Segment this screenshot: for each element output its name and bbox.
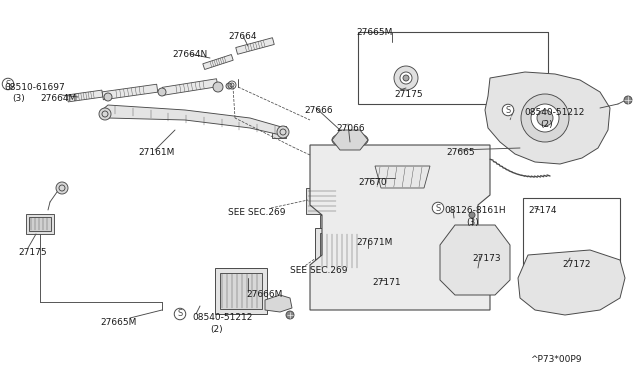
Text: 27665M: 27665M	[100, 318, 136, 327]
Bar	[320, 155, 375, 205]
Text: 27665M: 27665M	[356, 28, 392, 37]
Polygon shape	[332, 130, 368, 150]
Circle shape	[403, 75, 409, 81]
Text: SEE SEC.269: SEE SEC.269	[228, 208, 285, 217]
Polygon shape	[67, 90, 103, 102]
Circle shape	[158, 88, 166, 96]
Polygon shape	[375, 166, 430, 188]
Bar	[272, 126, 286, 138]
Circle shape	[342, 132, 358, 148]
Circle shape	[56, 182, 68, 194]
Polygon shape	[203, 55, 233, 70]
Text: 08540-51212: 08540-51212	[524, 108, 584, 117]
Ellipse shape	[537, 260, 607, 304]
Circle shape	[469, 212, 475, 218]
Text: S: S	[506, 106, 511, 115]
Circle shape	[394, 66, 418, 90]
Bar	[315, 228, 367, 274]
Text: 08510-61697: 08510-61697	[4, 83, 65, 92]
Bar	[523, 198, 620, 272]
Text: 27666M: 27666M	[246, 290, 282, 299]
Polygon shape	[162, 79, 218, 95]
Text: 27664N: 27664N	[172, 50, 207, 59]
Circle shape	[226, 83, 232, 89]
Bar	[375, 272, 420, 294]
Text: 27161M: 27161M	[138, 148, 174, 157]
Polygon shape	[440, 225, 510, 295]
Circle shape	[537, 110, 553, 126]
Circle shape	[531, 104, 559, 132]
Text: 27671M: 27671M	[356, 238, 392, 247]
Text: S: S	[5, 80, 11, 89]
Bar	[380, 215, 440, 260]
Circle shape	[277, 126, 289, 138]
Polygon shape	[236, 38, 275, 54]
Circle shape	[286, 311, 294, 319]
Text: (3): (3)	[466, 218, 479, 227]
Text: 27664: 27664	[228, 32, 257, 41]
Text: S: S	[177, 310, 182, 318]
Polygon shape	[310, 145, 490, 310]
Bar	[458, 232, 500, 287]
Bar	[370, 268, 425, 298]
Bar	[358, 32, 548, 104]
Bar	[385, 155, 440, 205]
Bar	[320, 268, 385, 298]
Bar	[306, 188, 338, 214]
Circle shape	[400, 72, 412, 84]
Ellipse shape	[332, 132, 368, 148]
Text: 27175: 27175	[394, 90, 422, 99]
Text: (3): (3)	[12, 94, 25, 103]
Text: ^P73*00P9: ^P73*00P9	[530, 355, 582, 364]
Text: 27173: 27173	[472, 254, 500, 263]
Polygon shape	[518, 250, 625, 315]
Text: (2): (2)	[540, 120, 552, 129]
Bar	[320, 215, 370, 260]
Circle shape	[99, 108, 111, 120]
Circle shape	[213, 82, 223, 92]
Bar	[320, 233, 362, 269]
Text: (2): (2)	[210, 325, 223, 334]
Text: SEE SEC.269: SEE SEC.269	[290, 266, 348, 275]
Polygon shape	[102, 84, 158, 100]
Text: 27066: 27066	[336, 124, 365, 133]
Circle shape	[521, 94, 569, 142]
Circle shape	[104, 93, 112, 101]
Text: 27665: 27665	[446, 148, 475, 157]
Polygon shape	[485, 72, 610, 164]
Bar	[220, 273, 262, 309]
Bar	[215, 268, 267, 314]
Bar	[26, 214, 54, 234]
Text: 27174: 27174	[528, 206, 557, 215]
Text: 08126-8161H: 08126-8161H	[444, 206, 506, 215]
Polygon shape	[265, 295, 292, 312]
Text: 27670: 27670	[358, 178, 387, 187]
Text: S: S	[435, 203, 440, 212]
Polygon shape	[102, 105, 285, 136]
Text: 08540-51212: 08540-51212	[192, 313, 252, 322]
Bar	[395, 268, 445, 298]
Text: 27171: 27171	[372, 278, 401, 287]
Text: 27175: 27175	[18, 248, 47, 257]
Text: 27172: 27172	[562, 260, 591, 269]
Text: 27666: 27666	[304, 106, 333, 115]
Circle shape	[624, 96, 632, 104]
Bar	[29, 217, 51, 231]
Text: 27664M: 27664M	[40, 94, 76, 103]
